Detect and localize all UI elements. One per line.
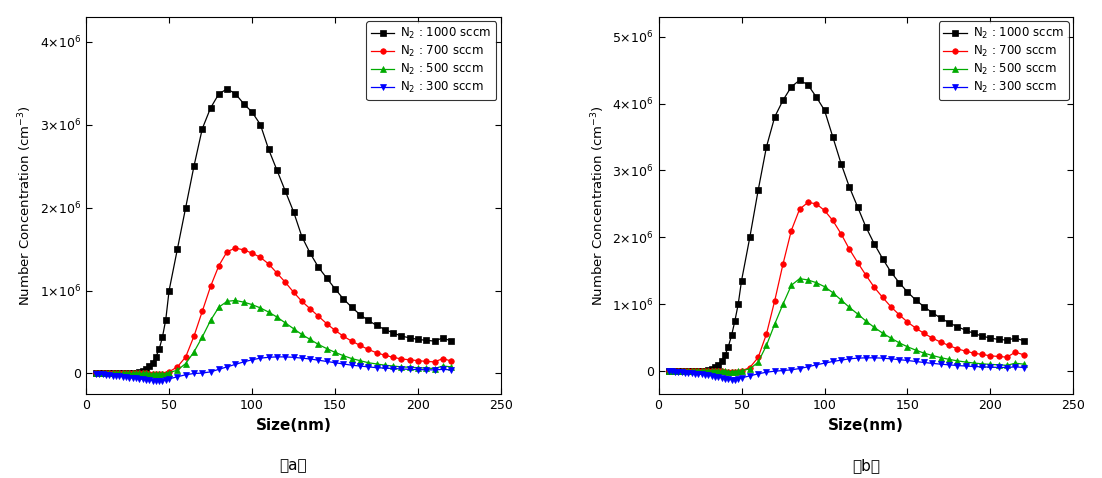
N$_2$ : 700 sccm: (140, 9.6e+05): 700 sccm: (140, 9.6e+05)	[884, 304, 897, 310]
N$_2$ : 500 sccm: (220, 1e+05): 500 sccm: (220, 1e+05)	[1017, 361, 1030, 367]
X-axis label: Size(nm): Size(nm)	[828, 418, 904, 433]
N$_2$ : 1000 sccm: (12, 0): 1000 sccm: (12, 0)	[99, 370, 112, 376]
N$_2$ : 300 sccm: (145, 1.68e+05): 300 sccm: (145, 1.68e+05)	[893, 357, 906, 362]
N$_2$ : 500 sccm: (85, 1.38e+06): 500 sccm: (85, 1.38e+06)	[793, 276, 807, 282]
N$_2$ : 300 sccm: (6, -5e+03): 300 sccm: (6, -5e+03)	[89, 371, 102, 377]
X-axis label: Size(nm): Size(nm)	[256, 418, 332, 433]
N$_2$ : 700 sccm: (6, 0): 700 sccm: (6, 0)	[662, 368, 676, 374]
N$_2$ : 700 sccm: (12, 0): 700 sccm: (12, 0)	[99, 370, 112, 376]
N$_2$ : 700 sccm: (6, 0): 700 sccm: (6, 0)	[89, 370, 102, 376]
N$_2$ : 300 sccm: (36, -7.5e+04): 300 sccm: (36, -7.5e+04)	[139, 377, 152, 382]
N$_2$ : 300 sccm: (44, -9.5e+04): 300 sccm: (44, -9.5e+04)	[152, 379, 165, 384]
N$_2$ : 300 sccm: (145, 1.45e+05): 300 sccm: (145, 1.45e+05)	[320, 358, 333, 364]
N$_2$ : 1000 sccm: (135, 1.45e+06): 1000 sccm: (135, 1.45e+06)	[303, 250, 316, 256]
Line: N$_2$ : 300 sccm: N$_2$ : 300 sccm	[94, 354, 454, 384]
N$_2$ : 500 sccm: (145, 4.2e+05): 500 sccm: (145, 4.2e+05)	[893, 340, 906, 346]
N$_2$ : 500 sccm: (6, 0): 500 sccm: (6, 0)	[662, 368, 676, 374]
N$_2$ : 1000 sccm: (140, 1.28e+06): 1000 sccm: (140, 1.28e+06)	[312, 264, 325, 270]
N$_2$ : 700 sccm: (10, 0): 700 sccm: (10, 0)	[96, 370, 109, 376]
Y-axis label: Number Concentration (cm$^{-3}$): Number Concentration (cm$^{-3}$)	[590, 105, 607, 306]
N$_2$ : 700 sccm: (10, 0): 700 sccm: (10, 0)	[669, 368, 682, 374]
N$_2$ : 700 sccm: (145, 8.4e+05): 700 sccm: (145, 8.4e+05)	[893, 312, 906, 317]
N$_2$ : 500 sccm: (12, 0): 500 sccm: (12, 0)	[672, 368, 685, 374]
N$_2$ : 300 sccm: (44, -1.35e+05): 300 sccm: (44, -1.35e+05)	[725, 377, 738, 383]
N$_2$ : 700 sccm: (90, 2.52e+06): 700 sccm: (90, 2.52e+06)	[801, 200, 814, 206]
Text: （a）: （a）	[280, 458, 307, 473]
N$_2$ : 1000 sccm: (36, 9e+04): 1000 sccm: (36, 9e+04)	[712, 362, 725, 368]
N$_2$ : 300 sccm: (220, 4.3e+04): 300 sccm: (220, 4.3e+04)	[444, 367, 457, 373]
N$_2$ : 700 sccm: (44, -1.8e+04): 700 sccm: (44, -1.8e+04)	[725, 369, 738, 375]
N$_2$ : 700 sccm: (36, 0): 700 sccm: (36, 0)	[139, 370, 152, 376]
N$_2$ : 500 sccm: (65, 3.8e+05): 500 sccm: (65, 3.8e+05)	[759, 343, 773, 348]
N$_2$ : 1000 sccm: (220, 3.9e+05): 1000 sccm: (220, 3.9e+05)	[444, 338, 457, 344]
N$_2$ : 500 sccm: (90, 8.8e+05): 500 sccm: (90, 8.8e+05)	[229, 298, 242, 304]
N$_2$ : 700 sccm: (145, 6e+05): 700 sccm: (145, 6e+05)	[320, 321, 333, 326]
Line: N$_2$ : 1000 sccm: N$_2$ : 1000 sccm	[94, 86, 454, 376]
N$_2$ : 500 sccm: (36, -3e+03): 500 sccm: (36, -3e+03)	[712, 368, 725, 374]
N$_2$ : 300 sccm: (36, -9.5e+04): 300 sccm: (36, -9.5e+04)	[712, 374, 725, 380]
N$_2$ : 500 sccm: (220, 8e+04): 500 sccm: (220, 8e+04)	[444, 364, 457, 369]
Y-axis label: Number Concentration (cm$^{-3}$): Number Concentration (cm$^{-3}$)	[17, 105, 34, 306]
N$_2$ : 300 sccm: (12, -1.5e+04): 300 sccm: (12, -1.5e+04)	[99, 372, 112, 378]
Line: N$_2$ : 500 sccm: N$_2$ : 500 sccm	[666, 276, 1026, 374]
Line: N$_2$ : 700 sccm: N$_2$ : 700 sccm	[94, 245, 454, 377]
N$_2$ : 700 sccm: (90, 1.51e+06): 700 sccm: (90, 1.51e+06)	[229, 245, 242, 251]
N$_2$ : 700 sccm: (44, -1.2e+04): 700 sccm: (44, -1.2e+04)	[152, 371, 165, 377]
N$_2$ : 1000 sccm: (10, 0): 1000 sccm: (10, 0)	[96, 370, 109, 376]
N$_2$ : 700 sccm: (65, 4.5e+05): 700 sccm: (65, 4.5e+05)	[187, 333, 201, 339]
N$_2$ : 300 sccm: (65, 0): 300 sccm: (65, 0)	[187, 370, 201, 376]
N$_2$ : 700 sccm: (36, -5e+03): 700 sccm: (36, -5e+03)	[712, 369, 725, 374]
N$_2$ : 700 sccm: (65, 5.5e+05): 700 sccm: (65, 5.5e+05)	[759, 331, 773, 337]
N$_2$ : 1000 sccm: (85, 4.35e+06): 1000 sccm: (85, 4.35e+06)	[793, 77, 807, 83]
N$_2$ : 1000 sccm: (135, 1.68e+06): 1000 sccm: (135, 1.68e+06)	[876, 256, 889, 261]
N$_2$ : 1000 sccm: (36, 5.5e+04): 1000 sccm: (36, 5.5e+04)	[139, 366, 152, 372]
N$_2$ : 700 sccm: (220, 1.5e+05): 700 sccm: (220, 1.5e+05)	[444, 358, 457, 364]
N$_2$ : 1000 sccm: (6, 0): 1000 sccm: (6, 0)	[662, 368, 676, 374]
Text: （b）: （b）	[852, 458, 880, 473]
N$_2$ : 1000 sccm: (60, 2e+06): 1000 sccm: (60, 2e+06)	[180, 205, 193, 210]
N$_2$ : 300 sccm: (220, 5e+04): 300 sccm: (220, 5e+04)	[1017, 365, 1030, 370]
Line: N$_2$ : 1000 sccm: N$_2$ : 1000 sccm	[666, 77, 1026, 374]
N$_2$ : 500 sccm: (6, 0): 500 sccm: (6, 0)	[89, 370, 102, 376]
N$_2$ : 700 sccm: (140, 6.9e+05): 700 sccm: (140, 6.9e+05)	[312, 314, 325, 319]
N$_2$ : 300 sccm: (12, -1.5e+04): 300 sccm: (12, -1.5e+04)	[672, 369, 685, 375]
N$_2$ : 500 sccm: (36, 0): 500 sccm: (36, 0)	[139, 370, 152, 376]
N$_2$ : 700 sccm: (12, 0): 700 sccm: (12, 0)	[672, 368, 685, 374]
N$_2$ : 1000 sccm: (60, 2.7e+06): 1000 sccm: (60, 2.7e+06)	[752, 187, 765, 193]
Legend: N$_2$ : 1000 sccm, N$_2$ : 700 sccm, N$_2$ : 500 sccm, N$_2$ : 300 sccm: N$_2$ : 1000 sccm, N$_2$ : 700 sccm, N$_…	[939, 22, 1069, 100]
N$_2$ : 500 sccm: (65, 2.6e+05): 500 sccm: (65, 2.6e+05)	[187, 349, 201, 355]
N$_2$ : 1000 sccm: (140, 1.48e+06): 1000 sccm: (140, 1.48e+06)	[884, 269, 897, 275]
N$_2$ : 300 sccm: (10, -1.2e+04): 300 sccm: (10, -1.2e+04)	[96, 371, 109, 377]
Line: N$_2$ : 500 sccm: N$_2$ : 500 sccm	[94, 298, 454, 377]
N$_2$ : 500 sccm: (10, 0): 500 sccm: (10, 0)	[96, 370, 109, 376]
N$_2$ : 1000 sccm: (12, 0): 1000 sccm: (12, 0)	[672, 368, 685, 374]
N$_2$ : 500 sccm: (44, -1.2e+04): 500 sccm: (44, -1.2e+04)	[725, 369, 738, 375]
N$_2$ : 300 sccm: (6, -5e+03): 300 sccm: (6, -5e+03)	[662, 369, 676, 374]
N$_2$ : 500 sccm: (12, 0): 500 sccm: (12, 0)	[99, 370, 112, 376]
N$_2$ : 300 sccm: (10, -1.2e+04): 300 sccm: (10, -1.2e+04)	[669, 369, 682, 375]
N$_2$ : 1000 sccm: (85, 3.43e+06): 1000 sccm: (85, 3.43e+06)	[220, 86, 234, 92]
Line: N$_2$ : 300 sccm: N$_2$ : 300 sccm	[666, 355, 1026, 383]
N$_2$ : 500 sccm: (10, 0): 500 sccm: (10, 0)	[669, 368, 682, 374]
N$_2$ : 300 sccm: (140, 1.8e+05): 300 sccm: (140, 1.8e+05)	[884, 356, 897, 362]
N$_2$ : 500 sccm: (140, 3.5e+05): 500 sccm: (140, 3.5e+05)	[312, 342, 325, 348]
N$_2$ : 1000 sccm: (10, 0): 1000 sccm: (10, 0)	[669, 368, 682, 374]
N$_2$ : 1000 sccm: (220, 4.5e+05): 1000 sccm: (220, 4.5e+05)	[1017, 338, 1030, 344]
Legend: N$_2$ : 1000 sccm, N$_2$ : 700 sccm, N$_2$ : 500 sccm, N$_2$ : 300 sccm: N$_2$ : 1000 sccm, N$_2$ : 700 sccm, N$_…	[366, 22, 496, 100]
N$_2$ : 700 sccm: (220, 2.4e+05): 700 sccm: (220, 2.4e+05)	[1017, 352, 1030, 358]
N$_2$ : 500 sccm: (145, 3e+05): 500 sccm: (145, 3e+05)	[320, 346, 333, 351]
Line: N$_2$ : 700 sccm: N$_2$ : 700 sccm	[666, 200, 1026, 375]
N$_2$ : 1000 sccm: (6, 0): 1000 sccm: (6, 0)	[89, 370, 102, 376]
N$_2$ : 500 sccm: (140, 4.9e+05): 500 sccm: (140, 4.9e+05)	[884, 335, 897, 341]
N$_2$ : 500 sccm: (44, -8e+03): 500 sccm: (44, -8e+03)	[152, 371, 165, 377]
N$_2$ : 300 sccm: (140, 1.6e+05): 300 sccm: (140, 1.6e+05)	[312, 358, 325, 363]
N$_2$ : 300 sccm: (125, 1.95e+05): 300 sccm: (125, 1.95e+05)	[860, 355, 873, 361]
N$_2$ : 300 sccm: (65, -2e+04): 300 sccm: (65, -2e+04)	[759, 369, 773, 375]
N$_2$ : 300 sccm: (115, 2e+05): 300 sccm: (115, 2e+05)	[270, 354, 283, 360]
